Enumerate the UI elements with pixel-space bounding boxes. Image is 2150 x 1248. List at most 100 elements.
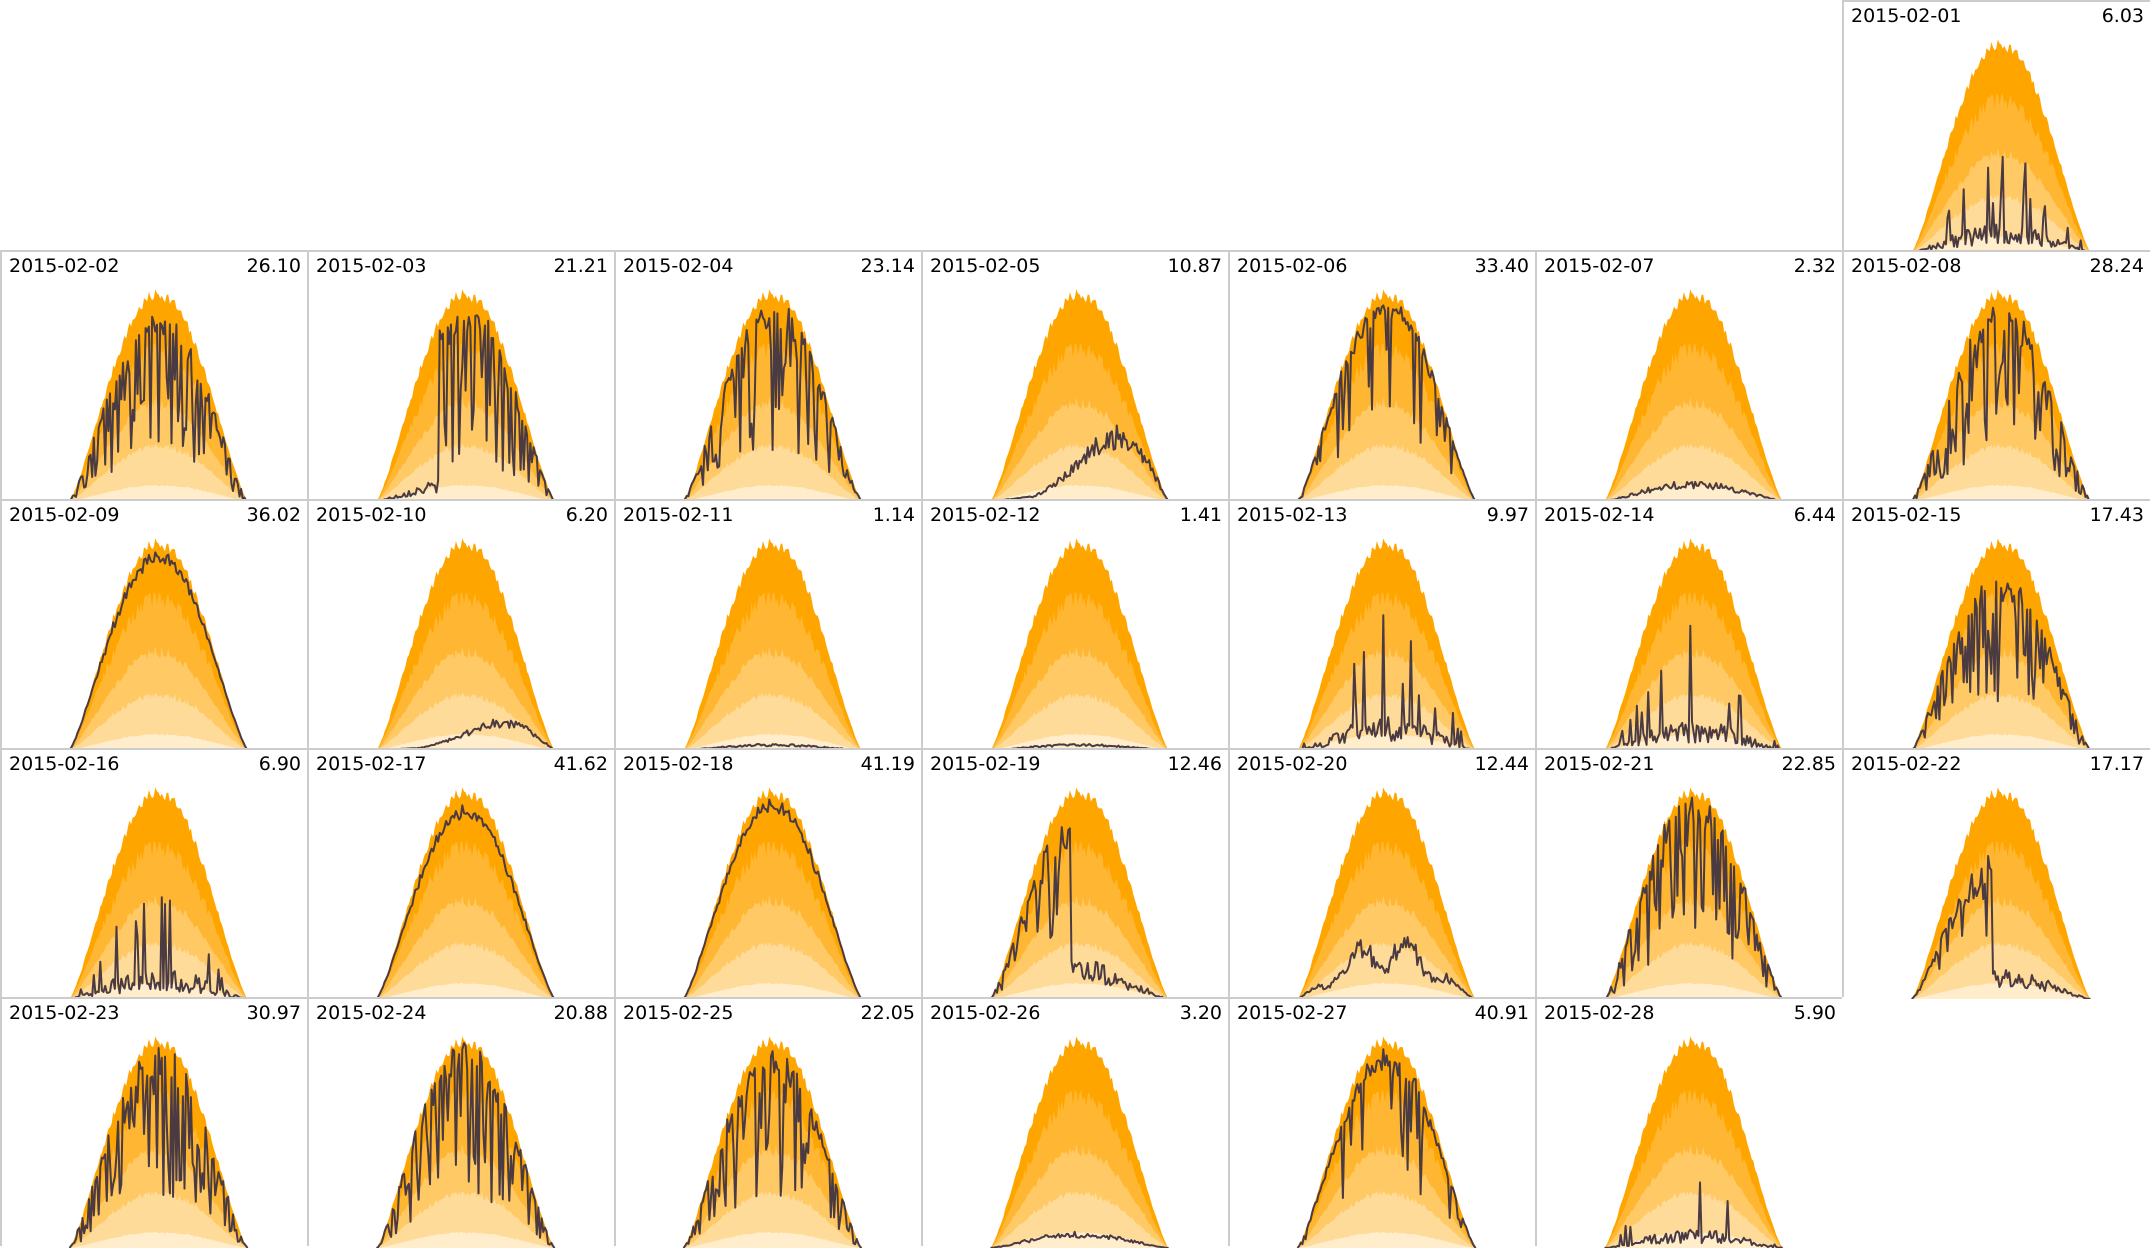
day-total-label: 6.20: [565, 504, 608, 526]
day-total-label: 21.21: [553, 255, 608, 277]
day-area-chart: [1911, 538, 2092, 750]
day-panel: 2015-02-01 6.03: [1842, 0, 2150, 252]
production-line: [1297, 614, 1476, 750]
band-q50-area: [1604, 443, 1783, 501]
day-area-chart: [376, 538, 556, 750]
band-min-area: [1604, 982, 1783, 999]
band-min-area: [69, 982, 248, 999]
day-area-chart: [989, 787, 1169, 999]
production-line: [1604, 796, 1784, 999]
day-panel: 2015-02-03 21.21: [307, 250, 614, 501]
day-total-label: 33.40: [1474, 255, 1529, 277]
day-area-chart: [990, 289, 1170, 501]
day-total-label: 17.43: [2089, 504, 2144, 526]
band-min-area: [683, 1231, 862, 1248]
day-area-chart: [1604, 787, 1784, 999]
band-min-area: [990, 1231, 1169, 1248]
band-q50-area: [376, 692, 555, 750]
day-date-label: 2015-02-16: [9, 753, 120, 775]
day-date-label: 2015-02-20: [1237, 753, 1348, 775]
band-q50-area: [990, 692, 1169, 750]
band-min-area: [1911, 982, 2091, 999]
day-total-label: 22.05: [860, 1002, 915, 1024]
band-min-area: [376, 484, 555, 501]
day-date-label: 2015-02-06: [1237, 255, 1348, 277]
day-date-label: 2015-02-10: [316, 504, 427, 526]
band-min-area: [69, 484, 248, 501]
day-total-label: 9.97: [1486, 504, 1529, 526]
band-min-area: [683, 982, 862, 999]
day-panel: 2015-02-08 28.24: [1842, 250, 2150, 501]
production-line: [1296, 1048, 1477, 1248]
band-q50-area: [69, 1190, 248, 1248]
day-area-chart: [1911, 787, 2091, 999]
day-area-chart: [1297, 787, 1476, 999]
band-min-area: [1604, 1231, 1783, 1248]
day-total-label: 23.14: [860, 255, 915, 277]
day-panel: 2015-02-11 1.14: [614, 499, 921, 750]
day-total-label: 36.02: [246, 504, 301, 526]
production-line: [1911, 306, 2091, 501]
day-total-label: 6.03: [2101, 5, 2144, 27]
band-q50-area: [1911, 692, 2091, 750]
day-panel: 2015-02-21 22.85: [1535, 748, 1842, 999]
band-q50-area: [683, 941, 862, 999]
day-total-label: 6.44: [1793, 504, 1836, 526]
production-line: [682, 1050, 863, 1248]
day-area-chart: [682, 289, 863, 501]
day-panel: 2015-02-14 6.44: [1535, 499, 1842, 750]
day-date-label: 2015-02-09: [9, 504, 120, 526]
band-min-area: [1911, 733, 2091, 750]
day-panel: 2015-02-20 12.44: [1228, 748, 1535, 999]
production-line: [1911, 580, 2092, 750]
day-date-label: 2015-02-03: [316, 255, 427, 277]
day-area-chart: [682, 787, 863, 999]
band-min-area: [1297, 1231, 1476, 1248]
day-area-chart: [68, 1036, 249, 1248]
band-q50-area: [990, 1190, 1169, 1248]
day-area-chart: [1604, 289, 1783, 501]
day-panel: 2015-02-19 12.46: [921, 748, 1228, 999]
production-line: [1911, 855, 2091, 999]
day-date-label: 2015-02-23: [9, 1002, 120, 1024]
day-area-chart: [68, 538, 249, 750]
day-area-chart: [376, 289, 556, 501]
day-panel: 2015-02-16 6.90: [0, 748, 307, 999]
day-panel: 2015-02-22 17.17: [1842, 748, 2150, 999]
band-q50-area: [1604, 941, 1783, 999]
production-line: [1604, 480, 1783, 501]
day-total-label: 22.85: [1781, 753, 1836, 775]
day-area-chart: [990, 1036, 1169, 1248]
band-q50-area: [376, 941, 555, 999]
band-q50-area: [1297, 1190, 1476, 1248]
day-area-chart: [1604, 538, 1784, 750]
day-date-label: 2015-02-18: [623, 753, 734, 775]
day-panel: 2015-02-26 3.20: [921, 997, 1228, 1248]
band-q50-area: [683, 443, 862, 501]
day-panel: 2015-02-13 9.97: [1228, 499, 1535, 750]
day-area-chart: [1296, 289, 1477, 501]
band-min-area: [69, 733, 248, 750]
band-q50-area: [1604, 1190, 1783, 1248]
day-panel: 2015-02-27 40.91: [1228, 997, 1535, 1248]
day-area-chart: [69, 787, 248, 999]
day-area-chart: [68, 289, 249, 501]
production-line: [682, 798, 863, 999]
day-date-label: 2015-02-02: [9, 255, 120, 277]
day-date-label: 2015-02-11: [623, 504, 734, 526]
production-line: [375, 804, 556, 999]
day-panel: 2015-02-10 6.20: [307, 499, 614, 750]
production-line: [68, 315, 249, 501]
production-line: [682, 308, 863, 501]
day-date-label: 2015-02-15: [1851, 504, 1962, 526]
day-total-label: 10.87: [1167, 255, 1222, 277]
day-date-label: 2015-02-22: [1851, 753, 1962, 775]
day-date-label: 2015-02-27: [1237, 1002, 1348, 1024]
production-line: [1911, 155, 2091, 252]
day-date-label: 2015-02-24: [316, 1002, 427, 1024]
production-line: [990, 1230, 1169, 1248]
day-area-chart: [1297, 538, 1476, 750]
day-panel: 2015-02-25 22.05: [614, 997, 921, 1248]
day-panel: 2015-02-12 1.41: [921, 499, 1228, 750]
day-date-label: 2015-02-13: [1237, 504, 1348, 526]
